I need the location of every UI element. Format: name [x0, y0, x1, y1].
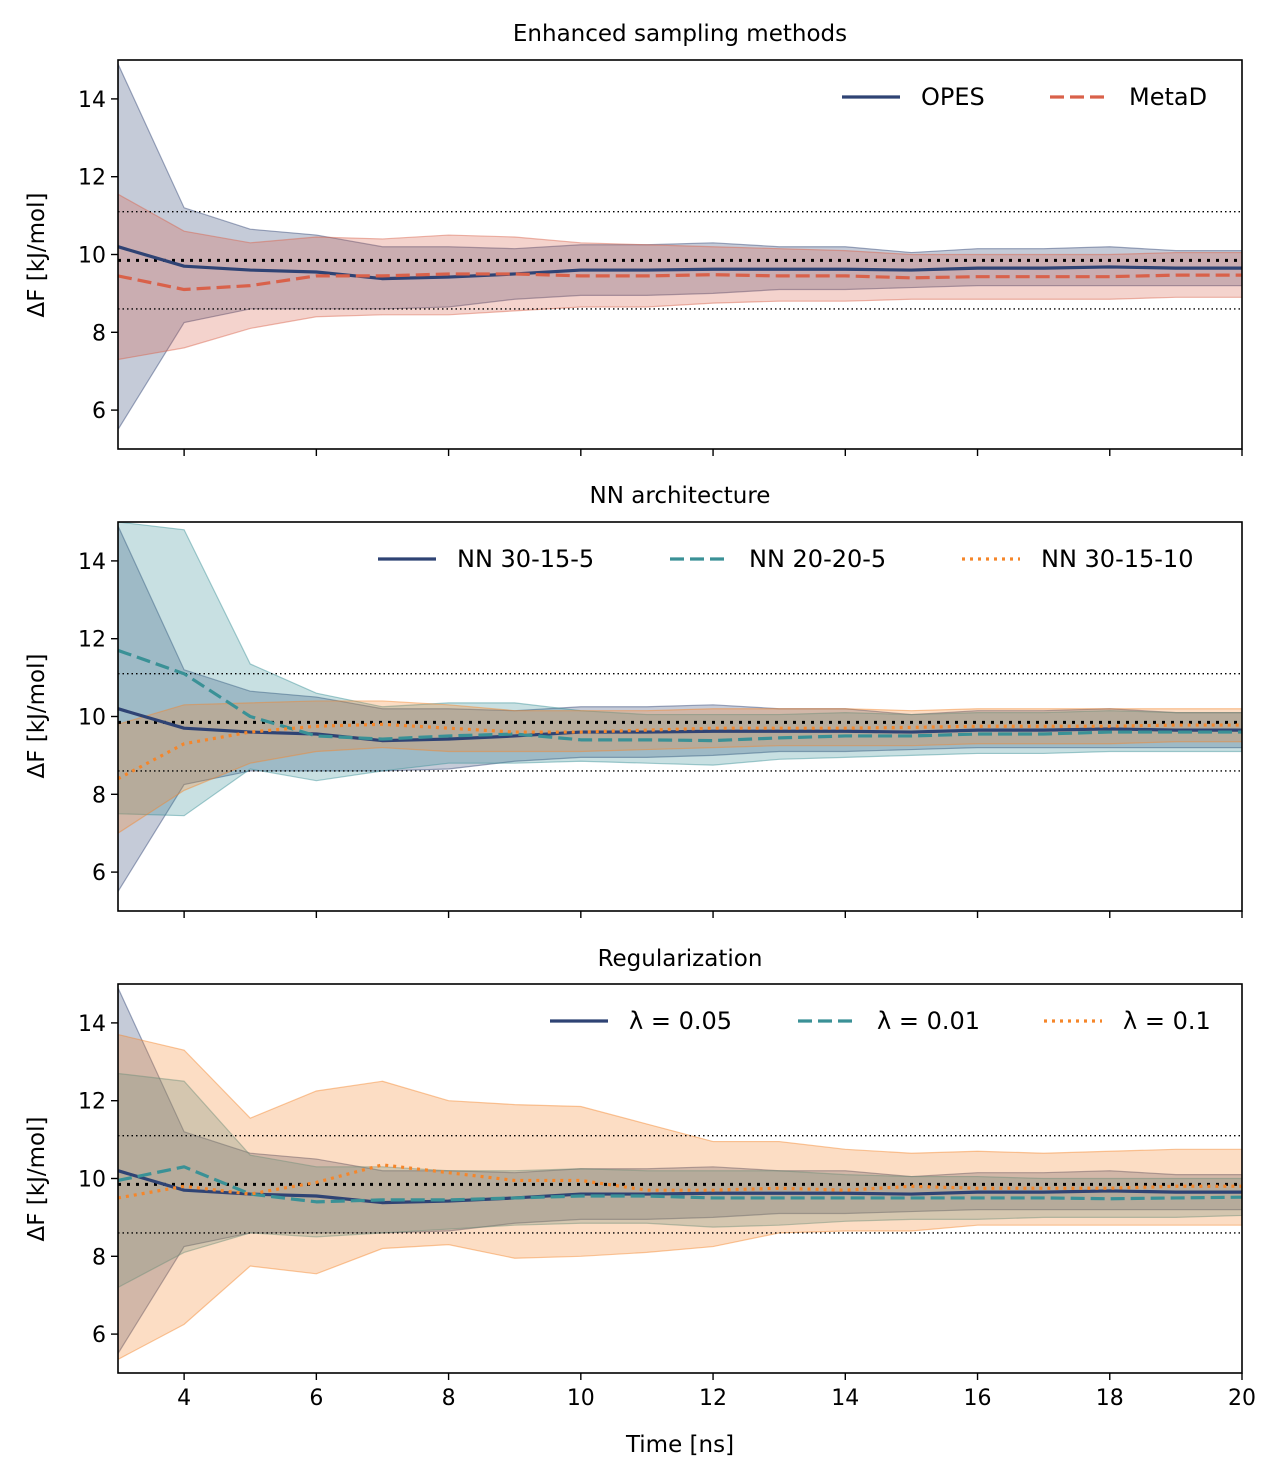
confidence-band-1: [118, 1072, 1242, 1289]
x-tick-label: 4: [177, 1386, 191, 1411]
y-tick-label: 14: [78, 550, 106, 575]
x-tick-label: 8: [442, 1386, 456, 1411]
y-tick-label: 10: [78, 244, 106, 269]
series-line-1: [118, 1165, 1242, 1204]
plot-area: 6 8 10 12 14 OPES MetaD: [78, 59, 1243, 456]
y-tick-label: 10: [78, 706, 106, 731]
y-axis-label: ΔF [kJ/mol]: [24, 193, 50, 318]
panel-enhanced-sampling: Enhanced sampling methods 6 8 10 12 14 OPES Me…: [24, 21, 1243, 456]
y-tick-label: 6: [92, 861, 106, 886]
series-line-2: [118, 1163, 1242, 1200]
legend-label-0: OPES: [921, 83, 985, 111]
x-tick-label: 6: [309, 1386, 323, 1411]
series-line-0: [118, 1169, 1242, 1205]
plot-clip: [118, 987, 1242, 1361]
x-tick-label: 10: [567, 1386, 595, 1411]
x-axis-label: Time [ns]: [625, 1432, 734, 1458]
y-axis-label: ΔF [kJ/mol]: [24, 1117, 50, 1242]
x-tick-label: 16: [964, 1386, 992, 1411]
y-tick-label: 6: [92, 399, 106, 424]
y-axis-label: ΔF [kJ/mol]: [24, 654, 50, 779]
plot-clip: [118, 522, 1242, 893]
legend-label-0: NN 30-15-5: [457, 545, 594, 573]
series-line-1: [118, 272, 1242, 292]
panel-title: Regularization: [598, 946, 763, 972]
confidence-band-0: [118, 525, 1242, 893]
y-tick-label: 8: [92, 1245, 106, 1270]
x-tick-label: 20: [1228, 1386, 1256, 1411]
series-line-2: [118, 722, 1242, 781]
y-tick-label: 8: [92, 321, 106, 346]
plot-area: 6 8 10 12 14 NN 30-15-5 NN 20-20-5 NN 30-15-10: [78, 521, 1243, 918]
legend-label-1: λ = 0.01: [877, 1007, 980, 1035]
legend-label-2: λ = 0.1: [1123, 1007, 1211, 1035]
y-tick-label: 12: [78, 166, 106, 191]
legend-label-0: λ = 0.05: [629, 1007, 732, 1035]
confidence-band-1: [118, 522, 1242, 817]
plot-area: 6 8 10 12 14 4 6 8 10 12 14 16 18 20 λ = 0.05 λ = 0.01 λ…: [78, 983, 1256, 1411]
y-tick-label: 6: [92, 1323, 106, 1348]
panel-title: NN architecture: [590, 483, 771, 509]
legend-label-1: MetaD: [1129, 83, 1207, 111]
y-tick-label: 10: [78, 1168, 106, 1193]
x-tick-label: 18: [1096, 1386, 1124, 1411]
confidence-band-0: [118, 63, 1242, 431]
panel-title: Enhanced sampling methods: [513, 21, 847, 47]
series-line-0: [118, 245, 1242, 281]
x-tick-label: 14: [831, 1386, 859, 1411]
x-tick-label: 12: [699, 1386, 727, 1411]
y-tick-label: 14: [78, 88, 106, 113]
confidence-band-0: [118, 987, 1242, 1355]
legend-label-1: NN 20-20-5: [749, 545, 886, 573]
y-tick-label: 14: [78, 1012, 106, 1037]
y-tick-label: 8: [92, 783, 106, 808]
series-line-1: [118, 648, 1242, 743]
legend-label-2: NN 30-15-10: [1041, 545, 1193, 573]
panel-nn-architecture: NN architecture 6 8 10 12 14 NN 30-15-5 NN 20-…: [24, 483, 1243, 918]
panel-regularization: Regularization 6 8 10 12 14 4 6 8 10 12 14 16 18 20 λ …: [24, 946, 1256, 1411]
y-tick-label: 12: [78, 1090, 106, 1115]
y-tick-label: 12: [78, 628, 106, 653]
plot-clip: [118, 63, 1242, 431]
